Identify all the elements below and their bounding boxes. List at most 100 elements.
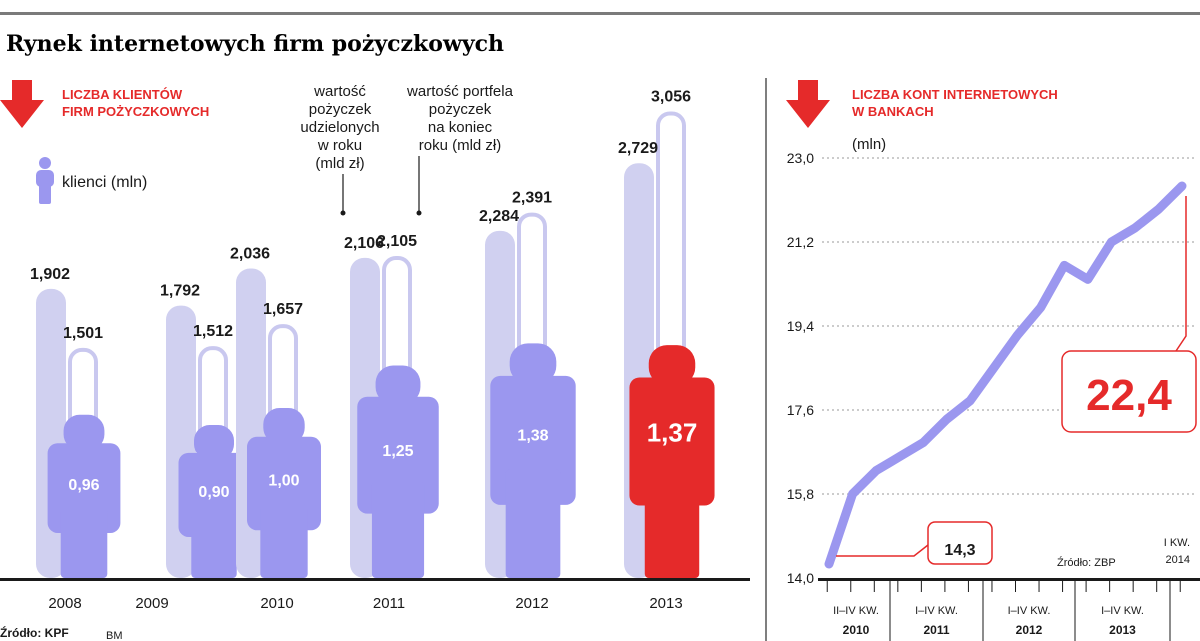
bar-loans-label: 2,729 bbox=[618, 140, 658, 157]
line-point bbox=[946, 418, 948, 420]
year-label: 2010 bbox=[260, 595, 293, 612]
left-heading-line2: FIRM POŻYCZKOWYCH bbox=[62, 104, 209, 119]
line-point bbox=[852, 493, 854, 495]
person-head bbox=[63, 414, 105, 451]
annotation-loans-dot bbox=[340, 210, 346, 216]
legend-clients-label: klienci (mln) bbox=[62, 174, 147, 191]
line-point bbox=[899, 456, 901, 458]
down-arrow-icon bbox=[0, 80, 44, 128]
y-tick-label: 17,6 bbox=[787, 402, 814, 418]
bar-portfolio-label: 1,657 bbox=[263, 301, 303, 318]
right-heading-line1: LICZBA KONT INTERNETOWYCH bbox=[852, 87, 1058, 102]
person-figure: 1,00 bbox=[247, 408, 321, 578]
bar-loans-label: 1,902 bbox=[30, 266, 70, 283]
annotation-loans-line: udzielonych bbox=[300, 119, 379, 136]
line-point bbox=[1181, 185, 1183, 187]
x-group-label: II–IV KW. bbox=[833, 605, 879, 617]
person-clients-label: 1,25 bbox=[382, 443, 413, 460]
line-point bbox=[969, 400, 971, 402]
callout-end: 22,4 bbox=[1061, 196, 1197, 433]
x-group-year: 2010 bbox=[843, 623, 870, 637]
right-source: Źródło: ZBP bbox=[1057, 556, 1116, 569]
bar-portfolio-label: 1,501 bbox=[63, 325, 103, 342]
person-figure: 1,25 bbox=[357, 365, 439, 578]
line-series bbox=[824, 181, 1187, 569]
person-clients-label: 0,96 bbox=[68, 477, 99, 494]
line-chart-grid: 14,0 15,8 17,6 19,4 21,2 23,0 bbox=[787, 150, 1196, 586]
x-group-label: I–IV KW. bbox=[1101, 605, 1144, 617]
person-head bbox=[263, 408, 305, 444]
line-point bbox=[875, 470, 877, 472]
annotation-loans-line: pożyczek bbox=[309, 101, 372, 118]
left-heading-line1: LICZBA KLIENTÓW bbox=[62, 87, 183, 102]
year-label: 2011 bbox=[373, 595, 405, 612]
last-label-year: 2014 bbox=[1166, 554, 1190, 566]
line-point bbox=[1134, 227, 1136, 229]
annotation-portfolio-dot bbox=[416, 210, 422, 216]
line-point bbox=[1063, 264, 1065, 266]
bar-loans-label: 2,036 bbox=[230, 246, 270, 263]
x-group-year: 2011 bbox=[923, 623, 949, 637]
down-arrow-icon bbox=[786, 80, 830, 128]
y-tick-label: 14,0 bbox=[787, 570, 814, 586]
callout-start-value: 14,3 bbox=[944, 542, 975, 559]
x-group-year: 2012 bbox=[1016, 623, 1043, 637]
line-point bbox=[993, 367, 995, 369]
callout-start: 14,3 bbox=[836, 521, 993, 565]
bar-portfolio-label: 1,512 bbox=[193, 323, 233, 340]
y-tick-label: 23,0 bbox=[787, 150, 814, 166]
unit-label: (mln) bbox=[852, 136, 886, 153]
right-heading-line2: W BANKACH bbox=[852, 104, 934, 119]
person-clients-label: 1,38 bbox=[517, 427, 548, 444]
line-point bbox=[1087, 278, 1089, 280]
page-title: Rynek internetowych firm pożyczkowych bbox=[6, 31, 504, 57]
year-label: 2012 bbox=[515, 595, 548, 612]
right-baseline bbox=[818, 578, 1200, 581]
annotation-portfolio-line: roku (mld zł) bbox=[419, 137, 502, 154]
bar-chart-marks: 1,902 1,501 0,96 2008 1,792 1,512 0,90 2009 2,03… bbox=[30, 88, 715, 612]
top-rule bbox=[0, 12, 1200, 15]
person-head bbox=[648, 345, 696, 386]
author-initials: BM bbox=[106, 630, 123, 641]
person-clients-label: 1,37 bbox=[647, 418, 698, 448]
y-tick-label: 15,8 bbox=[787, 486, 814, 502]
bar-loans-label: 2,284 bbox=[479, 208, 519, 225]
year-label: 2013 bbox=[649, 595, 682, 612]
person-legs bbox=[260, 504, 308, 578]
callout-start-leader bbox=[836, 544, 929, 557]
bar-loans-label: 1,792 bbox=[160, 283, 200, 300]
callout-end-value: 22,4 bbox=[1086, 371, 1172, 420]
x-group-year: 2013 bbox=[1109, 623, 1136, 637]
line-x-axis: II–IV KW. 2010 I–IV KW. 2011 I–IV KW. 2012 I–I… bbox=[826, 581, 1181, 641]
person-figure: 1,38 bbox=[490, 343, 576, 578]
person-head bbox=[193, 425, 235, 460]
annotation-portfolio-line: na koniec bbox=[428, 119, 493, 136]
year-label: 2009 bbox=[135, 595, 168, 612]
person-head bbox=[509, 343, 557, 384]
left-baseline bbox=[0, 578, 750, 581]
callout-start-box bbox=[927, 521, 993, 565]
line-point bbox=[1040, 306, 1042, 308]
line-point bbox=[1110, 241, 1112, 243]
line-point bbox=[922, 442, 924, 444]
person-figure: 0,90 bbox=[178, 425, 250, 578]
right-panel: LICZBA KONT INTERNETOWYCH W BANKACH (mln… bbox=[786, 80, 1200, 641]
year-label: 2008 bbox=[48, 595, 81, 612]
line-point bbox=[1016, 334, 1018, 336]
person-legs bbox=[505, 469, 561, 578]
annotation-portfolio: wartość portfela pożyczek na koniec roku… bbox=[406, 83, 514, 216]
line-point bbox=[828, 563, 830, 565]
callout-end-box bbox=[1061, 350, 1197, 433]
annotation-loans: wartość pożyczek udzielonych w roku (mld… bbox=[300, 83, 380, 216]
y-tick-label: 19,4 bbox=[787, 318, 814, 334]
bar-portfolio-label: 3,056 bbox=[651, 88, 691, 105]
line-point bbox=[1157, 208, 1159, 210]
person-head bbox=[375, 365, 421, 405]
x-group-label: I–IV KW. bbox=[1008, 605, 1051, 617]
y-tick-label: 21,2 bbox=[787, 234, 814, 250]
person-legend-icon bbox=[36, 157, 54, 204]
person-legs bbox=[191, 514, 237, 578]
person-figure: 1,37 bbox=[629, 345, 715, 578]
annotation-loans-line: (mld zł) bbox=[315, 155, 364, 172]
